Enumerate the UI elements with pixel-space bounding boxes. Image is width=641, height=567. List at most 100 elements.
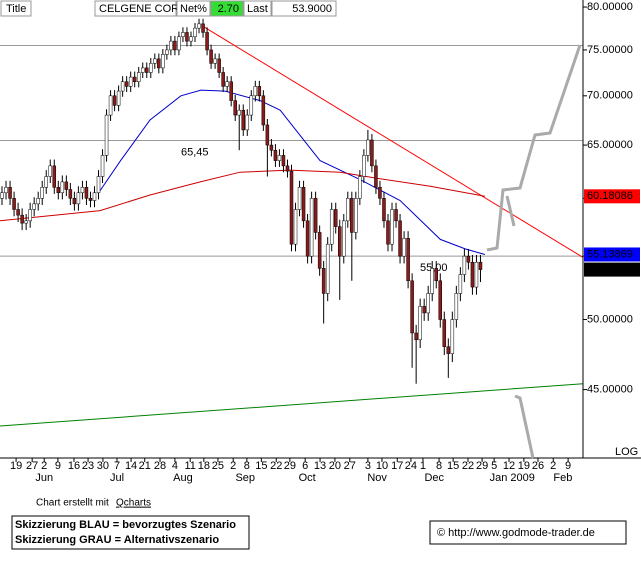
copyright[interactable]: © http://www.godmode-trader.de <box>437 527 595 539</box>
candle-body <box>84 187 89 199</box>
candle-body <box>124 81 129 87</box>
month-label: Jan 2009 <box>490 472 535 484</box>
y-tick-label: 50.00000 <box>587 313 633 325</box>
candle-body <box>48 165 53 177</box>
candle-body <box>466 255 471 263</box>
candle-body <box>430 268 434 294</box>
plot-area: 65,45 55,00 <box>0 18 584 427</box>
candle-body <box>16 209 20 216</box>
y-tick-label: 75.00000 <box>587 44 633 56</box>
month-label: Feb <box>553 472 572 484</box>
candle-body <box>269 144 274 151</box>
x-tick-label: 11 <box>184 460 195 472</box>
candle-body <box>24 220 28 224</box>
candle-body <box>12 198 16 210</box>
candle-body <box>217 58 221 73</box>
candle-body <box>253 86 258 97</box>
credit-prefix: Chart erstellt mit <box>36 498 109 509</box>
candle-body <box>104 114 109 156</box>
candle-body <box>418 306 422 341</box>
x-tick-label: 15 <box>255 460 267 472</box>
candle-body <box>161 54 165 69</box>
level-label: 55,00 <box>420 262 448 274</box>
x-tick-label: 4 <box>172 460 178 472</box>
x-tick-label: 29 <box>476 460 488 472</box>
legend-box <box>11 515 250 550</box>
candle-body <box>434 268 438 282</box>
credit-link[interactable]: Qcharts <box>116 498 151 509</box>
y-tick-label: 80.00000 <box>587 1 633 13</box>
month-label: Jun <box>35 472 53 484</box>
header-cell <box>210 0 244 17</box>
candle-body <box>149 63 153 73</box>
candle-body <box>140 67 145 73</box>
x-tick-label: 14 <box>125 460 137 472</box>
candle-body <box>313 198 318 233</box>
x-tick-label: 18 <box>198 460 210 472</box>
candle-body <box>249 95 254 116</box>
candle-body <box>68 189 73 199</box>
candle-body <box>470 261 475 288</box>
copyright-box <box>429 520 627 545</box>
candle-body <box>241 109 246 131</box>
candle-body <box>273 149 278 161</box>
moving-average <box>0 169 485 222</box>
price-box-label: 53.9000 <box>587 263 627 275</box>
x-tick-label: 2 <box>41 460 47 472</box>
candle-body <box>325 243 330 294</box>
candle-body <box>193 27 197 38</box>
x-tick-label: 2 <box>230 460 236 472</box>
y-tick-label: 45.00000 <box>587 383 633 395</box>
candle-body <box>169 40 173 51</box>
x-tick-label: 27 <box>344 460 356 472</box>
candle-body <box>462 255 467 275</box>
candle-body <box>173 40 177 51</box>
x-tick-label: 10 <box>376 460 388 472</box>
candle-body <box>366 139 370 156</box>
candle-body <box>386 220 390 245</box>
month-label: Sep <box>235 472 255 484</box>
legend-grey: Skizzierung GRAU = Alternativszenario <box>15 534 219 546</box>
candle-body <box>225 81 229 87</box>
month-label: Oct <box>299 472 316 484</box>
candle-body <box>189 36 193 42</box>
legend-blue: Skizzierung BLAU = bevorzugtes Szenario <box>15 519 236 531</box>
candle-body <box>257 86 262 97</box>
candle-body <box>52 165 57 188</box>
candle-body <box>438 280 443 320</box>
x-tick-label: 23 <box>82 460 94 472</box>
y-tick-label: 70.00000 <box>587 90 633 102</box>
x-tick-label: 19 <box>518 460 530 472</box>
y-tick-label: 65.00000 <box>587 139 633 151</box>
candle-body <box>333 209 338 227</box>
candle-body <box>153 58 157 64</box>
scenario-grey-branch <box>505 195 516 227</box>
x-tick-label: 19 <box>10 460 22 472</box>
candle-body <box>350 198 354 233</box>
candle-body <box>64 181 69 190</box>
x-tick-label: 1 <box>420 460 426 472</box>
candle-body <box>402 238 406 257</box>
candle-body <box>221 72 225 87</box>
header-cell <box>176 0 211 17</box>
candle-body <box>136 72 141 82</box>
candle-body <box>382 198 386 222</box>
candle-body <box>229 81 233 101</box>
candle-body <box>289 170 294 245</box>
candle-body <box>337 226 342 257</box>
candle-body <box>145 67 149 73</box>
candle-body <box>342 220 346 257</box>
candle-body <box>80 187 85 194</box>
price-box <box>584 189 640 204</box>
candle-body <box>201 23 205 33</box>
candle-body <box>36 198 40 205</box>
header-last-value: 53.9000 <box>292 3 332 15</box>
candle-body <box>28 209 32 222</box>
candle-body <box>285 165 290 172</box>
header-cell <box>0 0 32 17</box>
x-tick-label: 7 <box>114 460 120 472</box>
x-tick-label: 30 <box>97 460 109 472</box>
x-tick-label: 9 <box>55 460 61 472</box>
